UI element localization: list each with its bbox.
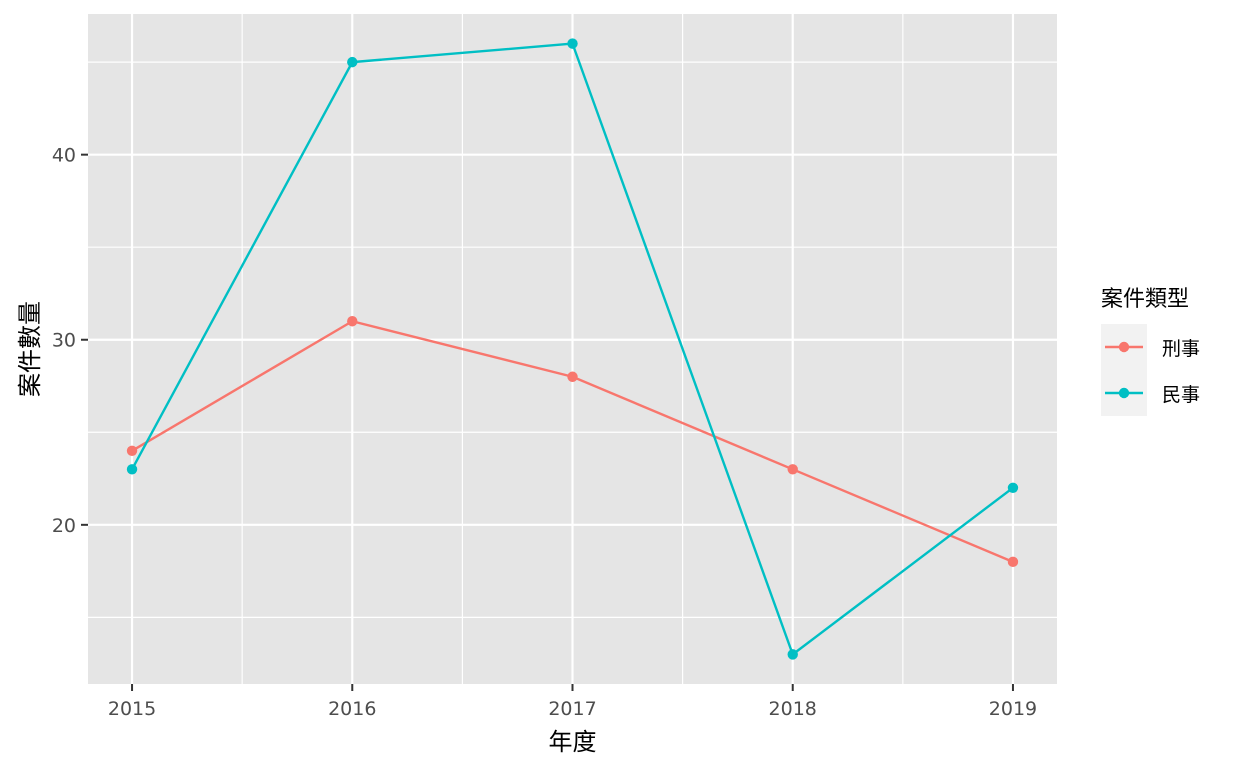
data-point (126, 445, 138, 456)
data-point (347, 56, 358, 68)
legend-item-2: 民事 (1101, 370, 1200, 416)
legend-key-point (1118, 387, 1130, 399)
series-1 (126, 316, 1019, 568)
legend-label: 民事 (1162, 384, 1200, 406)
data-point (126, 464, 138, 475)
data-point (787, 649, 798, 660)
series-2 (126, 38, 1019, 660)
y-tick-label: 20 (52, 515, 76, 537)
x-tick-label: 2017 (548, 698, 596, 720)
y-tick-label: 40 (52, 145, 76, 167)
data-point (787, 464, 798, 475)
x-tick-label: 2015 (108, 698, 156, 720)
y-axis-title: 案件數量 (16, 301, 44, 397)
legend-title: 案件類型 (1101, 287, 1189, 312)
data-point (347, 316, 358, 327)
x-tick-label: 2016 (328, 698, 376, 720)
x-tick-label: 2018 (769, 698, 817, 720)
data-point (1007, 482, 1019, 494)
y-tick-label: 30 (52, 330, 76, 352)
series-layer (126, 38, 1019, 660)
legend-key-point (1118, 341, 1130, 353)
legend-item-1: 刑事 (1101, 324, 1200, 370)
data-point (567, 371, 578, 382)
x-tick-label: 2019 (989, 698, 1037, 720)
y-axis: 20 30 40 (52, 145, 88, 537)
x-axis-title: 年度 (549, 728, 597, 756)
data-point (1007, 556, 1019, 568)
data-point (567, 38, 578, 49)
x-axis: 2015 2016 2017 2018 2019 (108, 684, 1037, 720)
major-gridlines (88, 14, 1057, 684)
legend-label: 刑事 (1162, 338, 1200, 360)
